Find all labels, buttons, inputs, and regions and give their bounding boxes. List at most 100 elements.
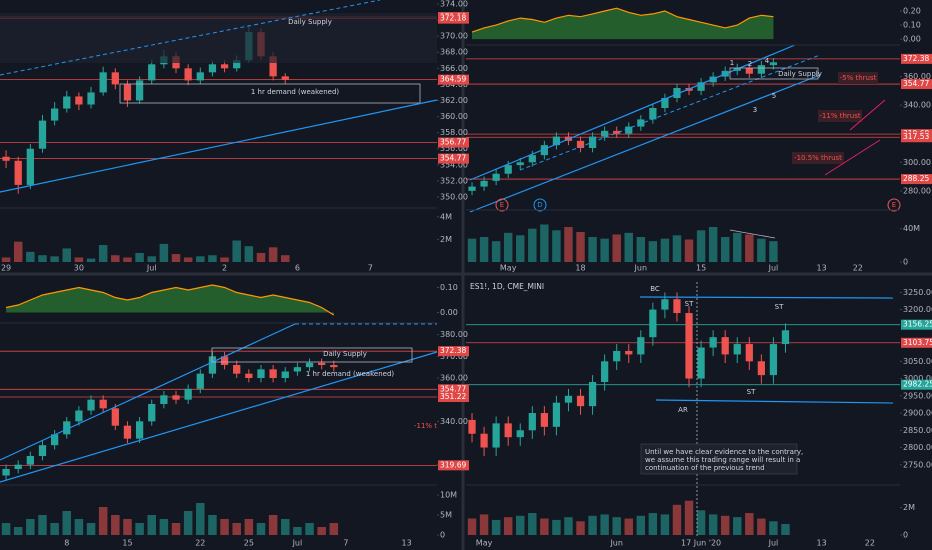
candle-body (99, 399, 107, 409)
volume-bar (147, 515, 156, 535)
volume-bar (123, 519, 132, 535)
y-tick-label: 3050.00 (903, 357, 932, 366)
label-box (838, 72, 878, 84)
x-tick-label: 29 (1, 264, 11, 273)
phase-label: AR (678, 406, 688, 414)
y-tick-label: 340.00 (903, 101, 931, 110)
candle-body (625, 126, 633, 134)
y-tick-label: 380.00 (440, 330, 468, 339)
candle-body (196, 373, 204, 389)
candle-body (63, 96, 71, 109)
y-tick-label: 360.00 (440, 112, 468, 121)
volume-bar (135, 523, 144, 535)
candle-body (613, 130, 621, 134)
volume-bar (208, 255, 217, 262)
volume-bar (733, 517, 742, 535)
volume-tick-label: 4M (440, 212, 452, 221)
price-tag-label: 372.38 (903, 54, 929, 63)
candle-body (269, 369, 277, 378)
volume-bar (636, 237, 646, 262)
volume-bar (516, 235, 525, 262)
arrow (824, 139, 881, 176)
y-tick-label: 2800.00 (903, 443, 932, 452)
candle-body (576, 395, 585, 407)
volume-bar (600, 238, 609, 262)
y-tick-label: 350.00 (440, 192, 468, 201)
y-tick-label: 280.00 (903, 186, 931, 195)
volume-bar (769, 521, 778, 535)
candle-body (468, 419, 476, 434)
candle-body (26, 456, 34, 465)
volume-bar (600, 514, 609, 535)
volume-bar (171, 523, 181, 535)
volume-bar (220, 257, 229, 262)
candle-body (148, 64, 156, 81)
phase-label: ST (685, 300, 694, 308)
candle-body (87, 399, 95, 411)
candle-body (661, 98, 669, 108)
volume-bar (720, 515, 730, 535)
price-tag (438, 392, 469, 403)
volume-bar (147, 256, 156, 262)
volume-bar (268, 247, 278, 262)
candle-body (281, 371, 289, 378)
candle-body (63, 421, 71, 435)
supply-zone (0, 13, 437, 63)
x-tick-label: 22 (195, 539, 205, 548)
volume-bar (576, 521, 585, 535)
phase-label: ST (775, 303, 784, 311)
candle-body (697, 347, 705, 379)
volume-bar (745, 513, 754, 535)
candle-body (781, 330, 790, 345)
y-tick-label: 3200.00 (903, 305, 932, 314)
y-tick-label: 358.00 (440, 128, 468, 137)
volume-bar (708, 227, 718, 262)
volume-bar (171, 254, 181, 262)
price-tag (438, 460, 469, 471)
oscillator-tick-label: 0.00 (903, 35, 921, 44)
price-tag (901, 319, 932, 330)
y-tick-label: 340.00 (440, 417, 468, 426)
wave-label: 3 (753, 106, 757, 114)
candle-body (721, 337, 729, 355)
candle-body (14, 464, 22, 469)
channel-line (0, 323, 296, 461)
candle-body (123, 425, 132, 439)
candle-body (540, 145, 548, 156)
candle-body (480, 180, 488, 187)
volume-bar (26, 251, 35, 262)
oscillator-line (471, 7, 774, 33)
volume-bar (123, 257, 132, 262)
price-tag-label: 317.53 (903, 132, 929, 141)
annotation: -5% thrust (840, 74, 877, 82)
price-tag-label: 354.77 (440, 384, 466, 393)
volume-bar (516, 515, 525, 535)
oscillator-tick-label: 0.20 (903, 7, 921, 16)
volume-bar (491, 241, 501, 262)
candle-body (637, 337, 645, 355)
candle-body (26, 148, 34, 185)
candle-body (135, 421, 144, 439)
candle-body (516, 430, 524, 438)
volume-bar (684, 239, 694, 262)
price-tag-label: 288.25 (903, 174, 929, 183)
volume-bar (696, 230, 706, 262)
volume-bar (98, 245, 108, 262)
range-line (639, 296, 894, 299)
channel-line (469, 44, 796, 181)
channel-line (519, 54, 821, 171)
range-line (655, 399, 894, 404)
price-tag-label: 319.69 (440, 460, 466, 469)
y-tick-label: 370.00 (440, 32, 468, 41)
volume-bar (660, 238, 670, 262)
volume-tick-label: 0 (903, 531, 908, 540)
event-marker (495, 198, 509, 212)
volume-bar (329, 523, 339, 535)
volume-bar (281, 519, 290, 535)
x-tick-label: May (476, 539, 493, 548)
volume-bar (268, 515, 278, 535)
x-tick-label: 13 (817, 264, 827, 273)
volume-bar (648, 513, 658, 535)
price-tag-label: 354.77 (440, 154, 466, 163)
candle-body (220, 356, 229, 365)
